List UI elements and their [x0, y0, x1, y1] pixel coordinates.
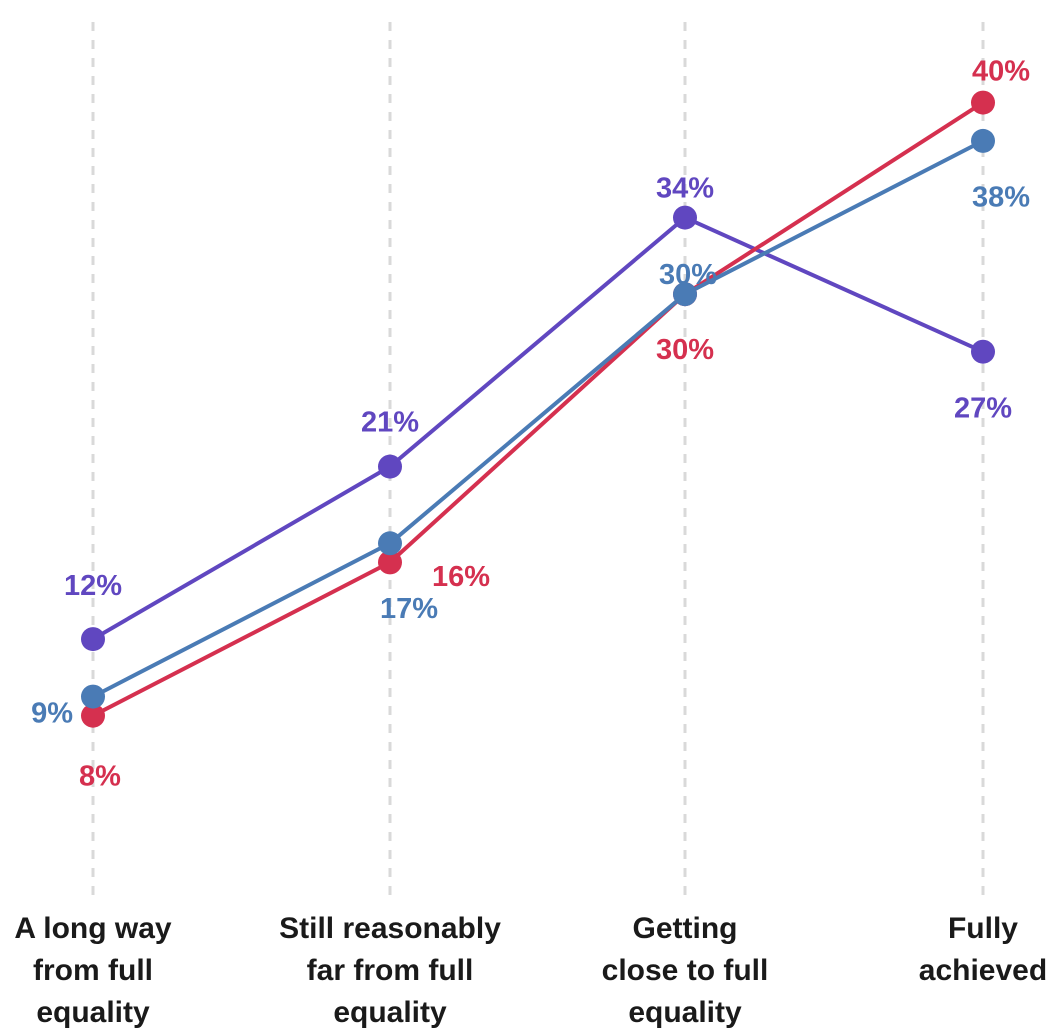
series-1-point-0 — [81, 703, 105, 728]
series-2-line — [91, 138, 985, 699]
category-label-0: A long way from full equality — [14, 912, 172, 1029]
series-0-point-3 — [971, 339, 995, 364]
series-1-label-2: 30% — [656, 334, 714, 366]
category-label-1: Still reasonably far from full equality — [279, 912, 501, 1029]
series-0-point-0 — [81, 627, 105, 652]
category-label-2: Getting close to full equality — [602, 912, 769, 1029]
grid-lines — [91, 22, 985, 902]
series-0-point-2 — [673, 205, 697, 230]
series-2-point-0 — [81, 684, 105, 709]
series-2-label-3: 38% — [972, 182, 1030, 214]
series-points — [81, 90, 995, 728]
series-lines — [91, 100, 985, 718]
series-1-label-0: 8% — [79, 760, 121, 792]
series-0-point-1 — [378, 454, 402, 479]
series-0-label-1: 21% — [361, 406, 419, 438]
series-1-point-1 — [378, 550, 402, 575]
series-2-point-3 — [971, 128, 995, 153]
series-0-label-3: 27% — [954, 392, 1012, 424]
series-0-label-0: 12% — [64, 570, 122, 602]
series-2-point-2 — [673, 282, 697, 307]
data-labels: 12% 21% 34% 27% 8% 16% 30% 40% 9% 17% 30% 38% — [31, 55, 1030, 792]
series-1-label-1: 16% — [432, 561, 490, 593]
category-label-3: Fully achieved — [919, 912, 1047, 987]
series-2-label-0: 9% — [31, 697, 73, 729]
series-1-line — [91, 100, 985, 718]
series-0-label-2: 34% — [656, 172, 714, 204]
series-0-line — [91, 215, 985, 642]
series-1-point-3 — [971, 90, 995, 115]
category-labels: A long way from full equality Still reasona… — [14, 912, 1047, 1029]
series-2-point-1 — [378, 531, 402, 556]
series-2-label-1: 17% — [380, 593, 438, 625]
series-1-label-3: 40% — [972, 55, 1030, 87]
series-2-label-2: 30% — [659, 259, 717, 291]
